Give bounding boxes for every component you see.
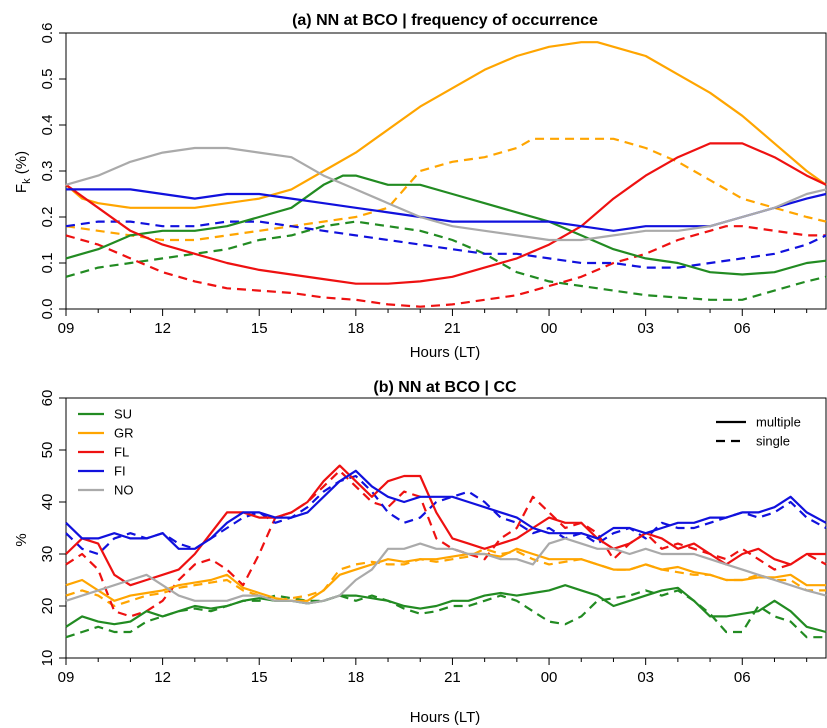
panel-b-x-label: Hours (LT) (410, 709, 481, 726)
series-fl-single-line (65, 469, 827, 618)
panel-b-title: (b) NN at BCO | CC (373, 379, 517, 396)
panel-a-y-label-main: F (13, 184, 30, 193)
x-tick-label: 18 (347, 320, 364, 337)
x-tick-label: 06 (734, 320, 751, 337)
legend-label-no: NO (114, 483, 134, 498)
legend-label-gr: GR (114, 426, 134, 441)
panel-a-x-label: Hours (LT) (410, 344, 481, 361)
panel-a-y-ticks: 0.0 0.1 0.2 0.3 0.4 0.5 0.6 (39, 23, 66, 320)
series-su-single-line (65, 220, 827, 301)
series-no-multiple-line (65, 537, 827, 605)
panel-a-series (65, 41, 827, 308)
panel-b-series (65, 464, 827, 639)
panel-b-y-ticks: 10 20 30 40 50 60 (39, 390, 66, 667)
y-tick-label: 0.3 (39, 161, 56, 182)
series-fi-single-line (65, 220, 827, 269)
y-tick-label: 0.2 (39, 207, 56, 228)
y-tick-label: 0.5 (39, 69, 56, 90)
series-fi-multiple-line (65, 469, 827, 550)
panel-b: (b) NN at BCO | CC 10 20 30 40 50 60 09 12 15 18… (13, 379, 827, 726)
x-tick-label: 12 (154, 669, 171, 686)
x-tick-label: 03 (637, 320, 654, 337)
style-legend-label-multiple: multiple (756, 415, 801, 430)
panel-a-y-label-rest: (%) (13, 151, 30, 179)
panel-a-y-label-sub: k (21, 178, 33, 184)
series-fl-multiple-line (65, 142, 827, 285)
series-no-multiple-line (65, 146, 827, 242)
series-gr-multiple-line (65, 547, 826, 602)
series-su-single-line (65, 589, 826, 639)
y-tick-label: 60 (39, 390, 56, 407)
x-tick-label: 15 (251, 320, 268, 337)
panel-a-x-ticks: 09 12 15 18 21 00 03 06 (58, 309, 808, 337)
series-fi-single-line (65, 474, 827, 556)
panel-b-group-legend: SU GR FL FI NO (78, 407, 134, 498)
y-tick-label: 0.6 (39, 23, 56, 44)
x-tick-label: 18 (347, 669, 364, 686)
panel-a: (a) NN at BCO | frequency of occurrence … (13, 12, 827, 361)
legend-label-su: SU (114, 407, 132, 422)
legend-label-fi: FI (114, 464, 126, 479)
y-tick-label: 50 (39, 442, 56, 459)
x-tick-label: 00 (541, 320, 558, 337)
x-tick-label: 06 (734, 669, 751, 686)
panel-a-y-label: Fk (%) (13, 151, 33, 193)
series-gr-single-line (65, 137, 827, 242)
series-gr-multiple-line (65, 41, 827, 209)
series-su-multiple-line (65, 174, 827, 276)
y-tick-label: 0.0 (39, 299, 56, 320)
x-tick-label: 09 (58, 320, 75, 337)
x-tick-label: 00 (541, 669, 558, 686)
x-tick-label: 21 (444, 669, 461, 686)
panel-a-plot-frame (65, 32, 827, 310)
series-fl-single-line (65, 225, 826, 308)
x-tick-label: 03 (637, 669, 654, 686)
panel-b-style-legend: multiple single (716, 415, 801, 449)
x-tick-label: 21 (444, 320, 461, 337)
y-tick-label: 0.1 (39, 253, 56, 274)
legend-label-fl: FL (114, 445, 129, 460)
y-tick-label: 30 (39, 546, 56, 563)
panel-a-title: (a) NN at BCO | frequency of occurrence (292, 12, 598, 29)
y-tick-label: 20 (39, 598, 56, 615)
series-su-multiple-line (65, 584, 827, 634)
panel-b-x-ticks: 09 12 15 18 21 00 03 06 (58, 658, 808, 686)
y-tick-label: 10 (39, 650, 56, 667)
x-tick-label: 09 (58, 669, 75, 686)
x-tick-label: 15 (251, 669, 268, 686)
style-legend-label-single: single (756, 434, 790, 449)
series-gr-single-line (65, 547, 826, 608)
y-tick-label: 0.4 (39, 115, 56, 136)
y-tick-label: 40 (39, 494, 56, 511)
series-fl-multiple-line (65, 464, 826, 587)
x-tick-label: 12 (154, 320, 171, 337)
panel-b-y-label: % (13, 533, 30, 546)
